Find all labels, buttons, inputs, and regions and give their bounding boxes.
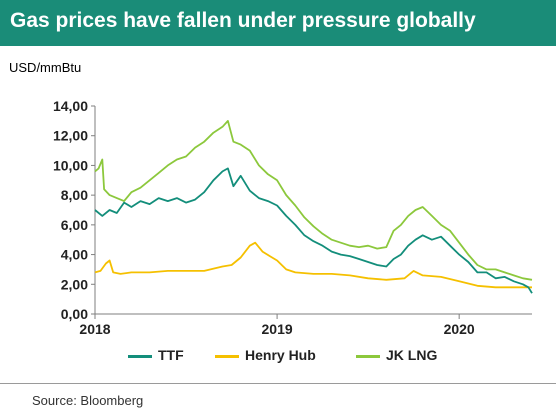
series-line-ttf	[94, 167, 533, 294]
y-tick-label: 6,00	[61, 217, 88, 233]
source-divider	[0, 383, 556, 384]
series-line-henry-hub	[94, 241, 532, 289]
y-axis-unit-label: USD/mmBtu	[9, 60, 82, 75]
y-tick-label: 14,00	[53, 98, 88, 114]
x-tick-label: 2020	[444, 321, 475, 337]
series-line-jk-lng	[94, 120, 533, 281]
x-tick-label: 2018	[79, 321, 110, 337]
legend-label-jk-lng: JK LNG	[386, 347, 438, 363]
legend-label-henry-hub: Henry Hub	[245, 347, 316, 363]
legend-swatch-jk-lng	[356, 355, 380, 358]
x-tick-label: 2019	[262, 321, 293, 337]
y-tick-label: 12,00	[53, 128, 88, 144]
source-note: Source: Bloomberg	[32, 393, 144, 408]
y-tick-label: 0,00	[61, 306, 88, 322]
legend-swatch-henry-hub	[215, 355, 239, 358]
legend-swatch-ttf	[128, 355, 152, 358]
legend-label-ttf: TTF	[158, 347, 184, 363]
y-tick-label: 4,00	[61, 247, 88, 263]
title-bar: Gas prices have fallen under pressure gl…	[0, 0, 556, 46]
y-tick-label: 8,00	[61, 187, 88, 203]
legend: TTF Henry Hub JK LNG	[128, 346, 448, 368]
chart-title: Gas prices have fallen under pressure gl…	[10, 9, 476, 32]
y-tick-label: 2,00	[61, 276, 88, 292]
y-tick-label: 10,00	[53, 157, 88, 173]
